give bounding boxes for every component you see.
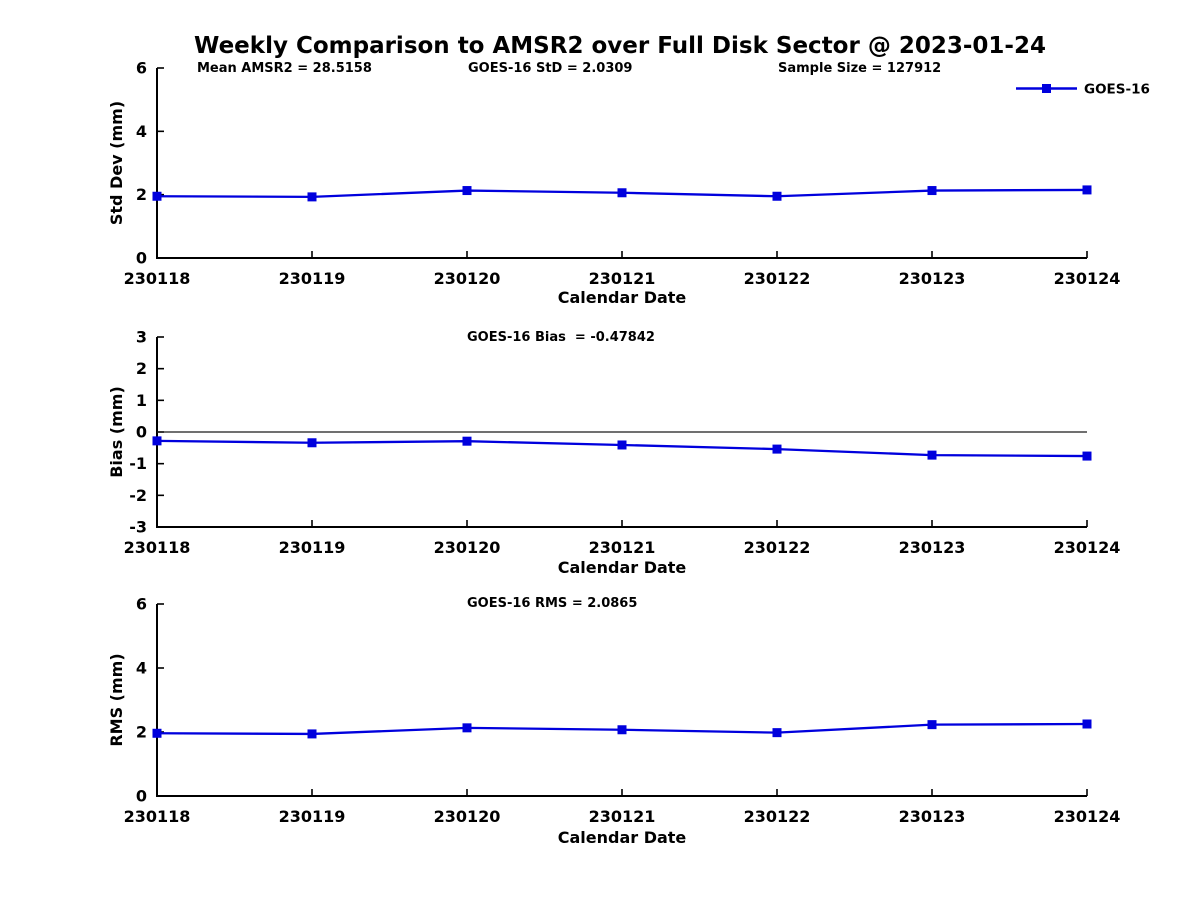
y-tick-label: -3 (129, 518, 147, 537)
y-tick-label: -2 (129, 486, 147, 505)
axis-frame (156, 604, 1087, 797)
x-tick-label: 230118 (124, 538, 191, 557)
subplot-rms: GOES-16 RMS = 2.0865 RMS (mm) 0 2 4 6 230118… (107, 595, 1120, 848)
y-tick-label: 4 (136, 122, 147, 141)
x-tick-label: 230122 (744, 269, 811, 288)
subplot-stddev: Mean AMSR2 = 28.5158 GOES-16 StD = 2.030… (107, 59, 1150, 308)
plot-area-stddev: 0 2 4 6 230118 230119 230120 230121 230122 230123… (124, 59, 1121, 289)
data-point-marker (307, 729, 317, 739)
x-tick-label: 230124 (1054, 538, 1121, 557)
x-tick-label: 230121 (589, 538, 656, 557)
y-tick-label: 6 (136, 59, 147, 78)
x-axis-label-bias: Calendar Date (558, 558, 687, 577)
legend: GOES-16 (1016, 82, 1150, 98)
annotation-goes16-std: GOES-16 StD = 2.0309 (468, 61, 632, 76)
x-tick-label: 230124 (1054, 807, 1121, 826)
x-tick-label: 230123 (899, 807, 966, 826)
data-point-marker (772, 191, 782, 201)
x-axis-label-stddev: Calendar Date (558, 288, 687, 307)
y-axis-label-bias: Bias (mm) (107, 386, 126, 478)
x-tick-label: 230119 (279, 807, 346, 826)
data-point-marker (462, 186, 472, 196)
axis-frame (156, 68, 1087, 259)
x-tick-label: 230119 (279, 538, 346, 557)
data-point-marker (152, 191, 162, 201)
legend-label-goes16: GOES-16 (1084, 82, 1150, 98)
x-tick-label: 230118 (124, 269, 191, 288)
y-tick-label: 0 (136, 249, 147, 268)
x-tick-label: 230120 (434, 269, 501, 288)
x-tick-label: 230122 (744, 538, 811, 557)
x-tick-label: 230123 (899, 269, 966, 288)
annotation-sample-size: Sample Size = 127912 (778, 61, 941, 76)
x-tick-label: 230121 (589, 807, 656, 826)
data-point-marker (772, 728, 782, 738)
y-tick-label: 3 (136, 328, 147, 347)
x-tick-label: 230118 (124, 807, 191, 826)
y-tick-label: 2 (136, 359, 147, 378)
x-tick-label: 230120 (434, 807, 501, 826)
y-axis-label-rms: RMS (mm) (107, 653, 126, 746)
data-point-marker (1082, 185, 1092, 195)
y-tick-label: 0 (136, 787, 147, 806)
data-point-marker (307, 192, 317, 202)
data-point-marker (617, 440, 627, 450)
x-axis-label-rms: Calendar Date (558, 828, 687, 847)
y-tick-label: 1 (136, 391, 147, 410)
data-point-marker (1082, 719, 1092, 729)
data-point-marker (772, 444, 782, 454)
data-point-marker (1082, 451, 1092, 461)
y-tick-label: 0 (136, 423, 147, 442)
data-point-marker (927, 720, 937, 730)
x-tick-label: 230123 (899, 538, 966, 557)
data-point-marker (152, 728, 162, 738)
data-point-marker (462, 723, 472, 733)
y-tick-label: 2 (136, 723, 147, 742)
subplot-title-rms: GOES-16 RMS = 2.0865 (467, 596, 637, 611)
x-tick-label: 230119 (279, 269, 346, 288)
data-point-marker (307, 438, 317, 448)
subplot-title-bias: GOES-16 Bias = -0.47842 (467, 330, 655, 345)
figure-title: Weekly Comparison to AMSR2 over Full Dis… (194, 33, 1046, 59)
y-axis-label-stddev: Std Dev (mm) (107, 101, 126, 225)
subplot-bias: GOES-16 Bias = -0.47842 Bias (mm) 3 2 1 0 -1… (107, 328, 1120, 578)
y-tick-label: -1 (129, 454, 147, 473)
data-point-marker (617, 725, 627, 735)
data-point-marker (152, 436, 162, 446)
legend-square-marker-icon (1042, 84, 1051, 93)
data-point-marker (462, 436, 472, 446)
data-point-marker (927, 186, 937, 196)
data-point-marker (617, 188, 627, 198)
y-tick-label: 4 (136, 659, 147, 678)
x-tick-label: 230121 (589, 269, 656, 288)
y-tick-label: 6 (136, 595, 147, 614)
plot-area-rms: 0 2 4 6 230118 230119 230120 230121 230122 230123… (124, 595, 1121, 827)
y-tick-label: 2 (136, 185, 147, 204)
annotation-mean-amsr2: Mean AMSR2 = 28.5158 (197, 61, 372, 76)
x-tick-label: 230120 (434, 538, 501, 557)
x-tick-label: 230124 (1054, 269, 1121, 288)
x-tick-label: 230122 (744, 807, 811, 826)
data-point-marker (927, 450, 937, 460)
